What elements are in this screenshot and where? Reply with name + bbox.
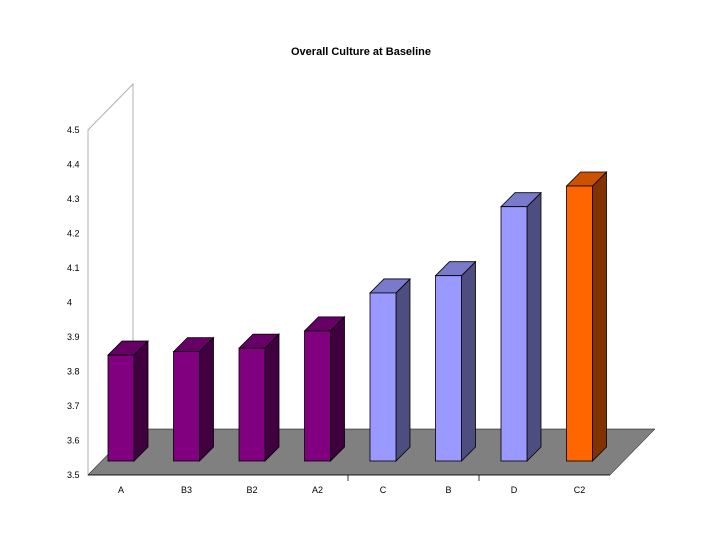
- bar-front: [107, 354, 135, 462]
- bar-C2: [565, 171, 608, 462]
- chart-x-tick-labels: A B3 B2 A2 C B D C2: [118, 485, 585, 495]
- y-tick-label: 4.2: [67, 229, 80, 239]
- bar-D: [500, 191, 542, 462]
- bar-B: [434, 260, 477, 462]
- bar-B2: [238, 333, 280, 462]
- bar-front: [500, 206, 528, 462]
- y-tick-label: 4.4: [67, 160, 80, 170]
- bar-C: [369, 277, 411, 462]
- bar-side: [199, 336, 214, 462]
- bar-B3: [172, 336, 215, 462]
- x-tick-label: C: [380, 485, 387, 495]
- x-tick-label: C2: [574, 485, 586, 495]
- bar-side: [461, 260, 476, 462]
- bar-front: [304, 330, 331, 462]
- y-tick-label: 4.3: [67, 194, 80, 204]
- bar-A2: [303, 315, 346, 462]
- bar-front: [173, 351, 200, 462]
- y-tick-label: 4.1: [67, 263, 80, 273]
- bar-side: [592, 171, 607, 462]
- bar-side: [526, 191, 542, 462]
- chart-title: Overall Culture at Baseline: [291, 46, 431, 58]
- y-tick-label: 4.5: [67, 125, 80, 135]
- bar-side: [330, 315, 345, 462]
- y-tick-label: 4: [67, 298, 72, 308]
- y-tick-label: 3.6: [67, 436, 80, 446]
- x-tick-label: B3: [181, 485, 192, 495]
- chart-bars: [107, 171, 608, 462]
- bar-front: [435, 275, 462, 462]
- y-tick-label: 3.9: [67, 332, 80, 342]
- x-tick-label: B: [445, 485, 451, 495]
- bar-front: [238, 347, 266, 462]
- y-tick-label: 3.8: [67, 367, 80, 377]
- bar-front: [566, 185, 593, 462]
- bar-A: [107, 340, 149, 462]
- x-tick-label: D: [511, 485, 518, 495]
- x-tick-label: B2: [246, 485, 257, 495]
- bar-side: [264, 333, 280, 462]
- bar-side: [395, 277, 411, 462]
- y-tick-label: 3.5: [67, 470, 80, 480]
- x-tick-label: A: [118, 485, 124, 495]
- x-tick-label: A2: [312, 485, 323, 495]
- y-tick-label: 3.7: [67, 401, 80, 411]
- bar-front: [369, 292, 397, 462]
- bar-side: [133, 340, 149, 462]
